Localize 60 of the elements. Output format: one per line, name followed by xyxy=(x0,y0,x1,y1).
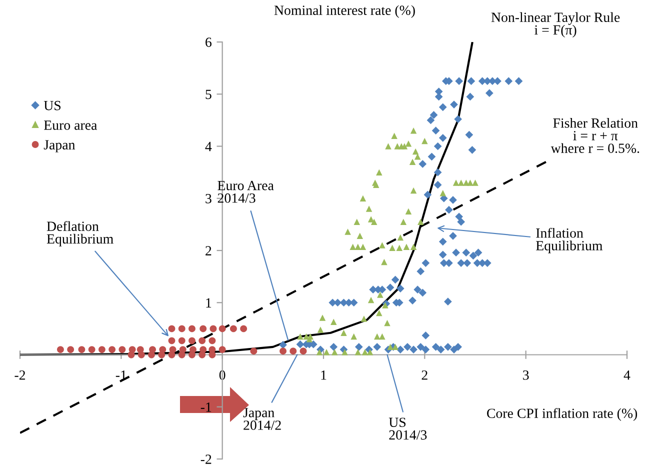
point xyxy=(168,351,176,358)
point xyxy=(208,337,216,344)
legend-label: US xyxy=(44,100,61,110)
point xyxy=(208,351,216,358)
point xyxy=(290,348,297,355)
annotation: US 2014/3 xyxy=(388,418,427,440)
point xyxy=(218,346,226,354)
y-tick-label: 1 xyxy=(206,298,212,308)
point xyxy=(178,325,186,332)
point xyxy=(210,325,217,332)
annotation: Euro Area 2014/3 xyxy=(218,180,274,203)
point xyxy=(250,348,258,355)
x-tick-label: 2 xyxy=(422,370,428,380)
point xyxy=(188,337,196,344)
point xyxy=(168,337,176,344)
annotation: Inflation Equilibrium xyxy=(536,228,603,254)
point xyxy=(98,346,106,354)
point xyxy=(280,348,287,355)
point xyxy=(200,325,207,332)
y-tick-label: 3 xyxy=(206,194,212,204)
x-tick-label: 4 xyxy=(624,370,630,380)
y-tick-label: -2 xyxy=(200,454,212,464)
annotation: Japan 2014/2 xyxy=(243,408,281,430)
y-tick-label: -1 xyxy=(200,402,212,412)
y-tick-label: 2 xyxy=(206,246,212,256)
point xyxy=(138,351,145,358)
legend-label: Japan xyxy=(44,140,76,152)
point xyxy=(67,346,74,354)
point xyxy=(56,346,64,354)
point xyxy=(198,351,206,358)
annotation: Non-linear Taylor Rule i = F(π) xyxy=(491,12,620,38)
legend-label: Euro area xyxy=(44,120,98,130)
annotation: Deflation Equilibrium xyxy=(46,221,114,246)
point xyxy=(188,325,196,332)
point xyxy=(108,346,116,354)
x-tick-label: 1 xyxy=(321,370,326,380)
y-tick-label: 4 xyxy=(205,142,212,152)
x-tick-label: 0 xyxy=(219,370,226,380)
point xyxy=(178,351,186,358)
point xyxy=(118,346,126,354)
point xyxy=(128,351,135,358)
point xyxy=(188,351,196,358)
point xyxy=(240,325,248,332)
point xyxy=(198,337,206,344)
y-axis-title: Nominal interest rate (%) xyxy=(274,5,415,18)
x-tick-label: -2 xyxy=(14,370,26,380)
point xyxy=(300,348,307,355)
annotation: Fisher Relation i = r + π where r = 0.5%. xyxy=(550,118,640,154)
point xyxy=(168,325,176,332)
point xyxy=(158,351,166,358)
y-tick-label: 5 xyxy=(206,90,212,100)
point xyxy=(148,351,155,358)
y-tick-label: 6 xyxy=(206,38,212,47)
point xyxy=(218,325,226,332)
point xyxy=(78,346,86,354)
x-axis-title: Core CPI inflation rate (%) xyxy=(487,408,638,421)
point xyxy=(88,346,96,354)
point xyxy=(230,325,237,332)
point xyxy=(178,337,186,344)
x-tick-label: 3 xyxy=(523,370,529,380)
